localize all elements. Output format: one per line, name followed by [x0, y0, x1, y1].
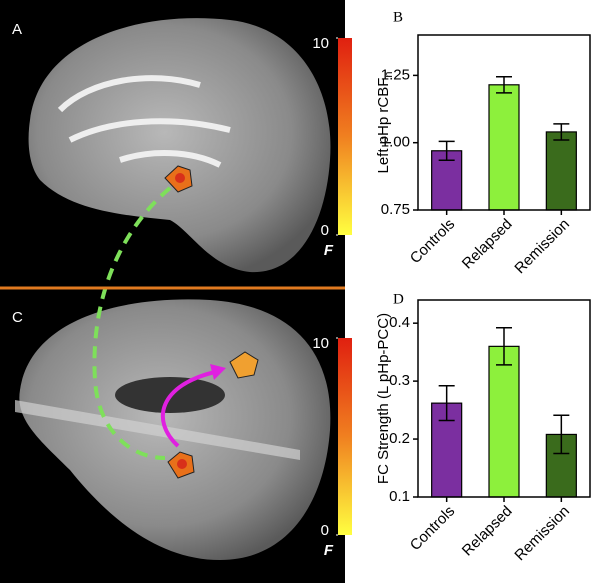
colorbar: [338, 338, 352, 535]
y-tick-label: 0.3: [389, 372, 410, 389]
fc-arrowhead: [210, 364, 226, 380]
y-tick-label: 0.4: [389, 314, 410, 331]
y-tick-label: 0.75: [381, 201, 410, 218]
x-tick-label: Relapsed: [459, 216, 516, 273]
y-axis-label: FC Strength (L pHp-PCC): [375, 313, 392, 484]
y-tick-label: 0.1: [389, 488, 410, 505]
panel-label: A: [12, 21, 22, 38]
brain-a: [28, 18, 331, 273]
y-axis-label: Left pHp rCBFn: [375, 72, 395, 174]
error-bar: [496, 327, 512, 366]
colorbar-label: F: [324, 242, 334, 259]
fc-arrow: [160, 370, 216, 448]
plot-frame: [417, 299, 591, 498]
colorbar-tick-label: 10: [312, 35, 329, 52]
x-tick-label: Controls: [407, 216, 459, 268]
bar: [488, 345, 520, 498]
x-tick-label: Controls: [407, 503, 459, 555]
panel-label: D: [393, 291, 404, 307]
colorbar-tick-label: 0: [321, 222, 329, 239]
x-tick-label: Relapsed: [459, 503, 516, 560]
plot-frame: [417, 34, 591, 211]
x-tick-label: Remission: [511, 503, 573, 565]
error-bar: [438, 140, 455, 161]
y-axis-label-subscript: n: [383, 72, 395, 78]
error-bar: [553, 123, 570, 141]
colorbar-label: F: [324, 542, 334, 559]
brain-c: [15, 299, 331, 560]
y-axis-label-main: Left pHp rCBF: [375, 78, 392, 174]
bar: [488, 84, 520, 211]
colorbar: [338, 38, 352, 235]
error-bar: [496, 75, 512, 94]
connection-arrow: [92, 186, 172, 460]
y-tick-label: 0.2: [389, 430, 410, 447]
bar: [545, 131, 577, 211]
y-axis-label-main: FC Strength (L pHp-PCC): [375, 313, 392, 484]
error-bar: [438, 385, 455, 422]
colorbar-tick-label: 10: [312, 335, 329, 352]
colorbar-tick-label: 0: [321, 522, 329, 539]
panel-label: B: [393, 9, 403, 25]
panel-label: C: [12, 309, 23, 326]
error-bar: [553, 414, 570, 455]
y-tick-label: 1.25: [381, 66, 410, 83]
y-tick-label: 1.00: [381, 134, 410, 151]
x-tick-label: Remission: [511, 216, 573, 278]
